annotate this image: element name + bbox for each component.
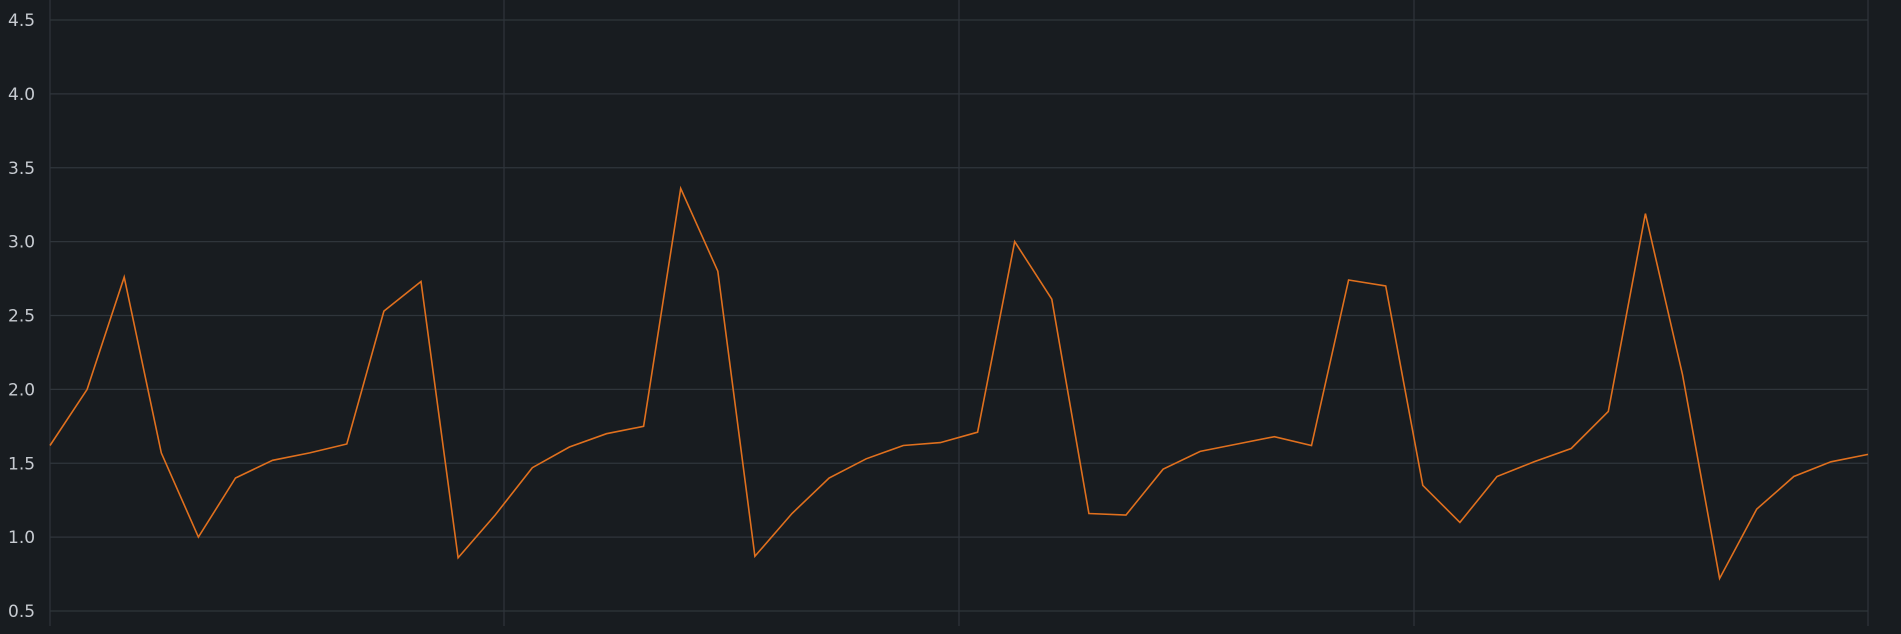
series-layer: [49, 185, 1869, 581]
y-tick-label: 2.5: [8, 307, 35, 327]
y-tick-label: 0.5: [8, 602, 35, 622]
y-tick-label: 3.0: [8, 233, 35, 253]
y-tick-label: 3.5: [8, 159, 35, 179]
y-tick-label: 4.5: [8, 11, 35, 31]
y-tick-label: 2.0: [8, 380, 35, 400]
y-tick-label: 1.5: [8, 454, 35, 474]
y-tick-label: 4.0: [8, 85, 35, 105]
grid-layer: [49, 0, 1869, 626]
tick-layer: 0.5 1.0 1.5 2.0 2.5 3.0 3.5 4.0 4.5: [8, 11, 35, 622]
y-tick-label: 1.0: [8, 528, 35, 548]
series-line: [49, 185, 1869, 581]
